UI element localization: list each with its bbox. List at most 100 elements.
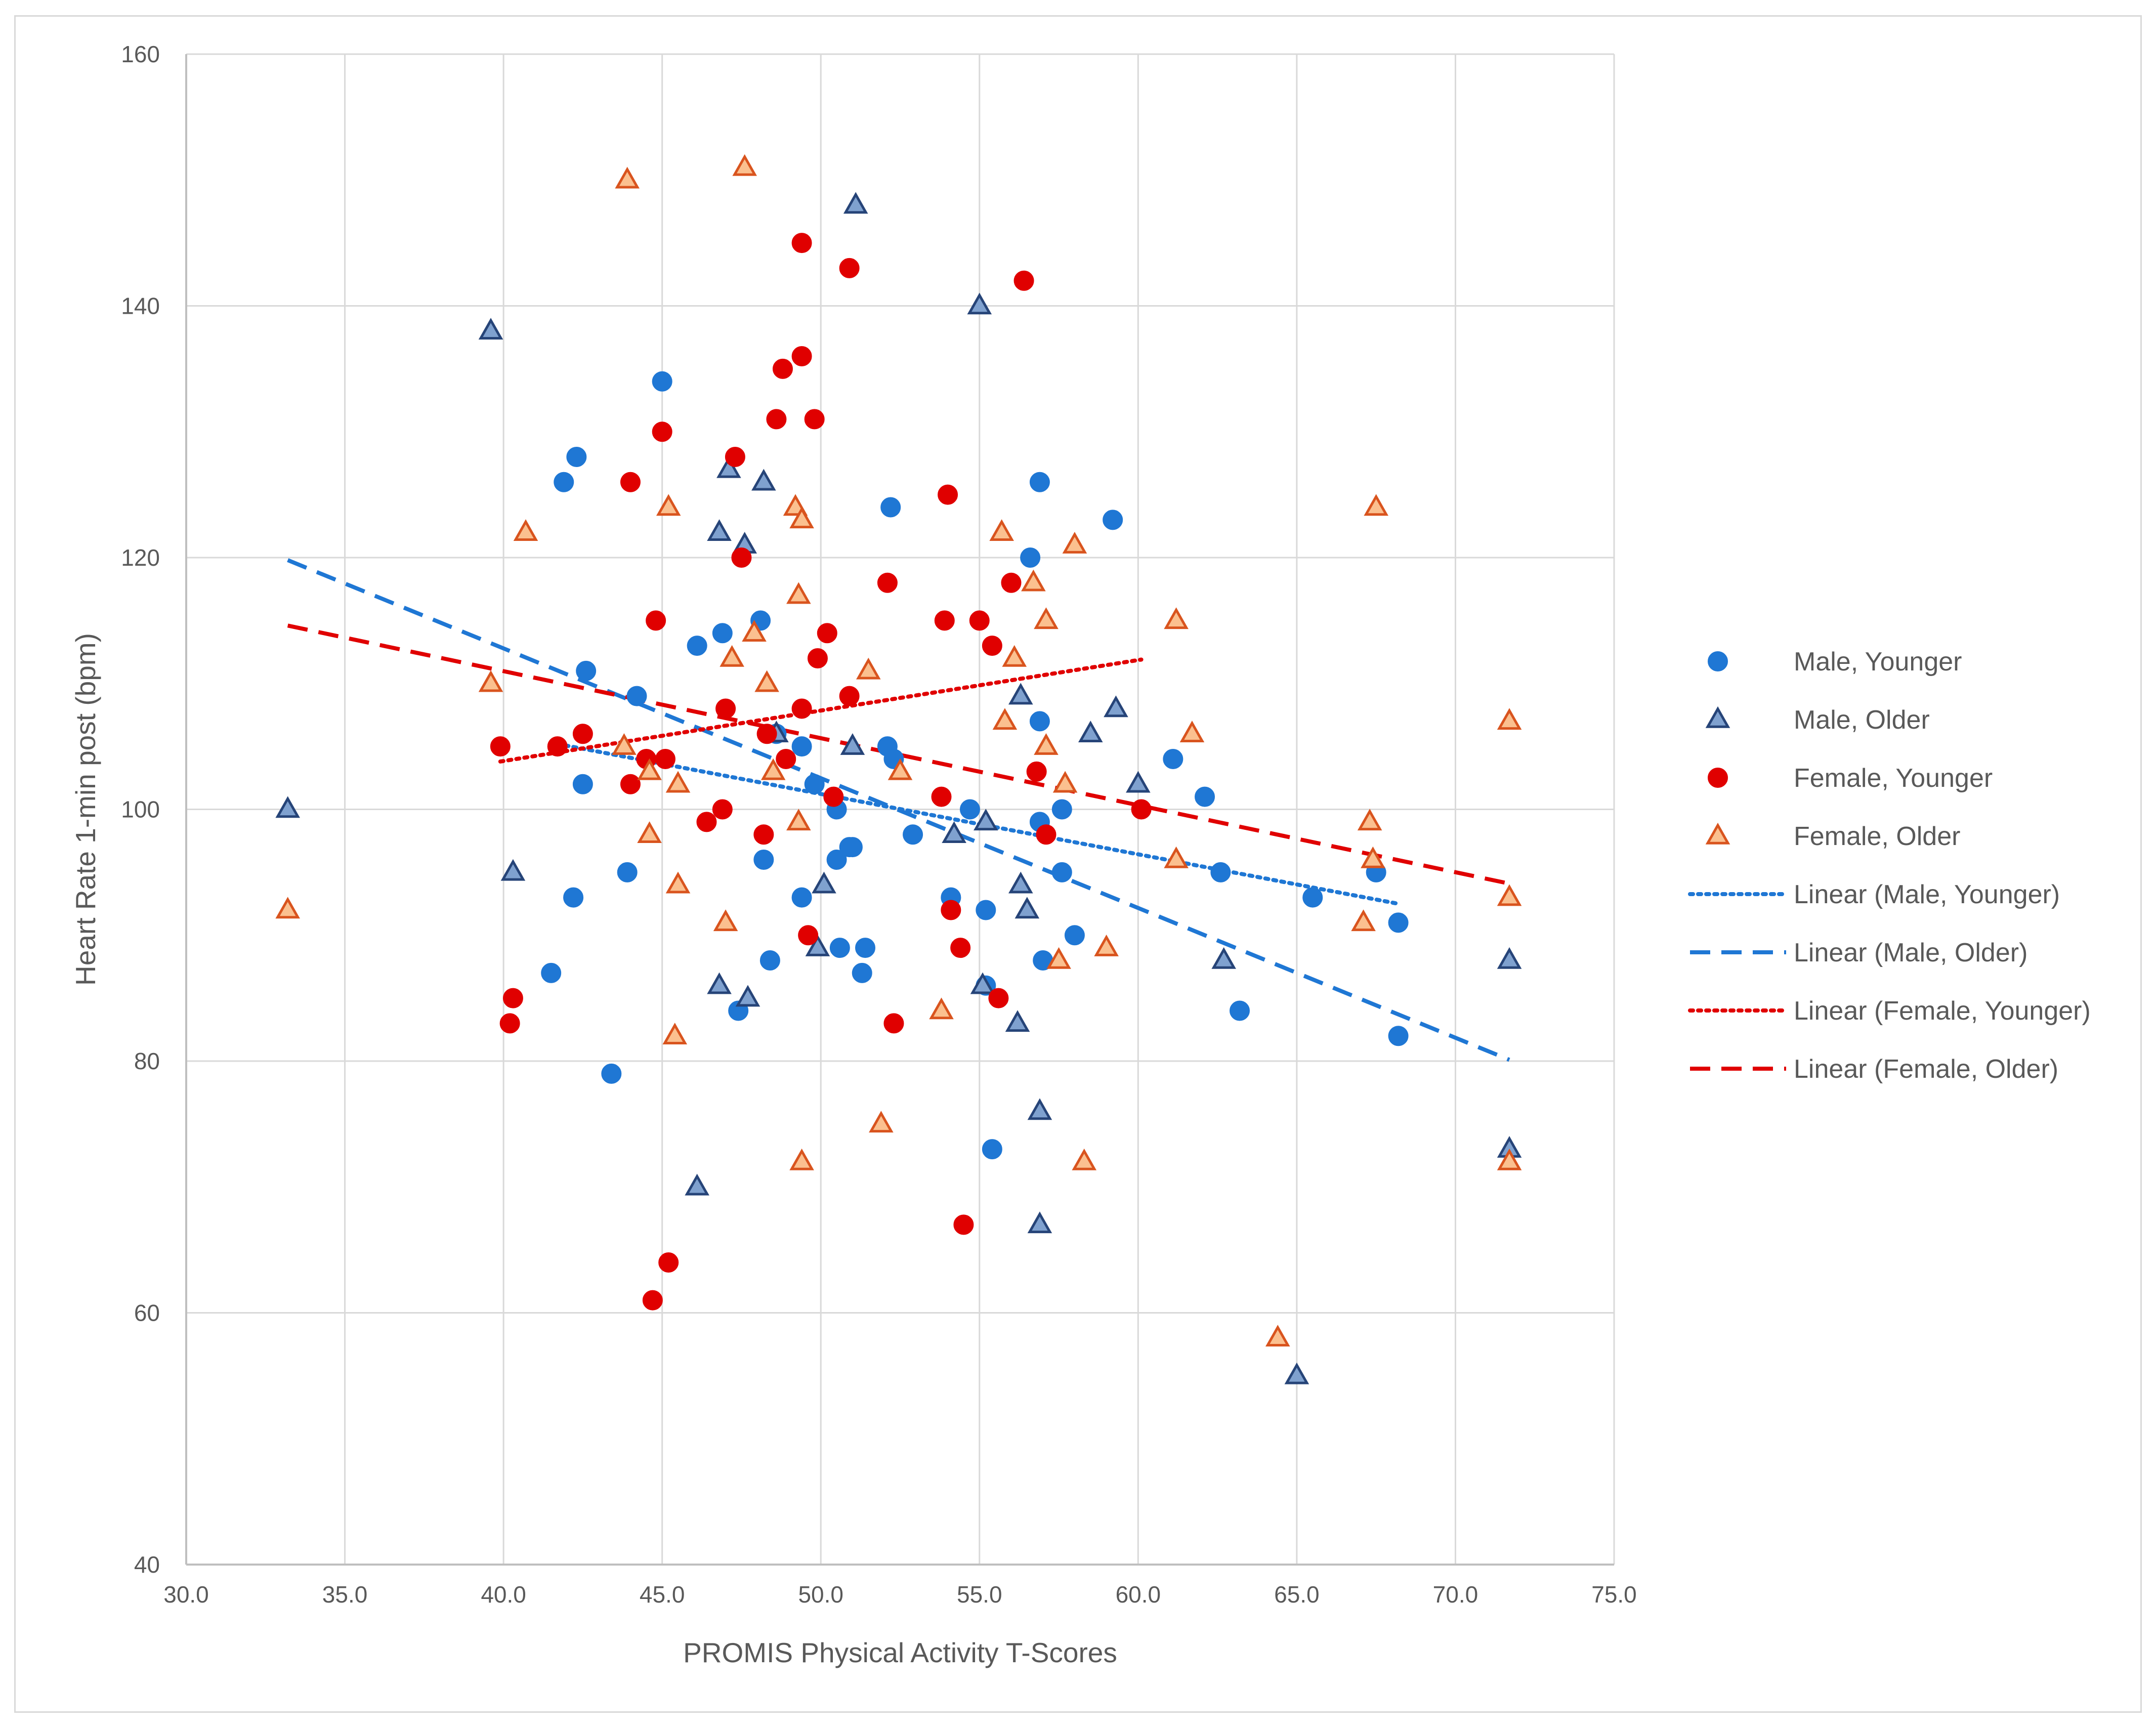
data-point [1062, 531, 1087, 554]
data-point [1021, 569, 1046, 592]
data-point [1046, 947, 1071, 969]
data-point [541, 962, 562, 983]
data-point [731, 547, 752, 568]
data-point [478, 670, 503, 692]
data-point [554, 472, 574, 492]
data-point [970, 972, 995, 994]
data-point [759, 950, 780, 971]
data-point [791, 887, 812, 908]
data-point [1051, 862, 1072, 882]
data-point [1013, 270, 1034, 291]
data-point [725, 447, 745, 467]
data-point [1029, 472, 1050, 492]
data-point [1020, 547, 1041, 568]
data-point [1051, 799, 1072, 820]
trendline [287, 558, 1510, 1062]
legend-marker [1705, 822, 1730, 845]
legend-label: Linear (Male, Older) [1794, 938, 2027, 967]
y-tick-label: 100 [121, 796, 160, 823]
data-point [1094, 934, 1119, 956]
legend-label: Linear (Male, Younger) [1794, 880, 2060, 909]
data-point [839, 686, 860, 706]
data-point [840, 733, 865, 755]
x-tick-label: 50.0 [798, 1581, 843, 1608]
data-point [789, 507, 814, 529]
x-tick-label: 45.0 [640, 1581, 685, 1608]
data-point [655, 749, 675, 769]
data-point [812, 871, 836, 894]
data-point [856, 657, 881, 680]
data-point [576, 660, 597, 681]
data-point [791, 698, 812, 719]
data-point [1265, 1325, 1290, 1347]
data-point [1230, 1000, 1250, 1021]
data-point [566, 447, 587, 467]
data-point [798, 925, 819, 946]
data-point [929, 997, 954, 1020]
data-point [712, 623, 733, 644]
data-point [612, 733, 637, 755]
data-point [1103, 510, 1123, 530]
data-point [786, 582, 811, 604]
y-tick-label: 120 [121, 544, 160, 571]
data-point [950, 938, 971, 958]
y-tick-label: 80 [134, 1048, 160, 1074]
data-point [1497, 708, 1522, 730]
series-female-younger [490, 233, 1152, 1311]
data-point [572, 724, 593, 744]
data-point [720, 645, 744, 667]
chart-frame [14, 15, 2142, 1713]
y-axis-title: Heart Rate 1-min post (bpm) [70, 633, 101, 986]
data-point [791, 233, 812, 254]
data-point [880, 497, 901, 518]
data-point [989, 519, 1014, 541]
data-point [716, 456, 741, 478]
data-point [791, 346, 812, 366]
legend: Male, Younger Male, Older Female, Younger F… [1688, 647, 2091, 1084]
data-point [852, 962, 872, 983]
series-male-younger [541, 371, 1409, 1160]
data-point [662, 1023, 688, 1045]
data-point [1014, 897, 1040, 919]
data-point [766, 409, 787, 430]
data-point [887, 758, 913, 780]
data-point [791, 736, 812, 757]
series-male-older [275, 192, 1522, 1384]
data-point [826, 850, 847, 870]
data-point [982, 636, 1002, 656]
data-point [753, 850, 774, 870]
data-point [869, 1111, 894, 1133]
data-point [642, 1290, 663, 1311]
trendline [287, 623, 1510, 886]
data-point [1078, 721, 1103, 743]
data-point [707, 519, 732, 541]
data-point [500, 859, 526, 881]
data-point [988, 988, 1009, 1008]
data-point [615, 166, 640, 189]
data-point [712, 799, 733, 820]
data-point [823, 786, 844, 807]
data-point [637, 821, 662, 844]
y-tick-label: 160 [121, 41, 160, 67]
data-points [275, 154, 1522, 1384]
data-point [1195, 786, 1215, 807]
legend-label: Female, Younger [1794, 764, 1993, 793]
x-axis-title: PROMIS Physical Activity T-Scores [683, 1637, 1117, 1668]
x-tick-label: 55.0 [957, 1581, 1002, 1608]
data-point [969, 610, 990, 631]
data-point [976, 900, 996, 920]
data-point [1036, 824, 1056, 845]
data-point [804, 774, 825, 794]
data-point [742, 620, 767, 642]
data-point [513, 519, 538, 541]
data-point [855, 938, 876, 958]
data-point [938, 484, 958, 505]
data-point [1072, 1148, 1097, 1170]
data-point [665, 871, 691, 894]
data-point [829, 938, 850, 958]
data-point [656, 494, 681, 516]
y-tick-label: 40 [134, 1551, 160, 1578]
data-point [687, 636, 707, 656]
data-point [992, 708, 1018, 730]
